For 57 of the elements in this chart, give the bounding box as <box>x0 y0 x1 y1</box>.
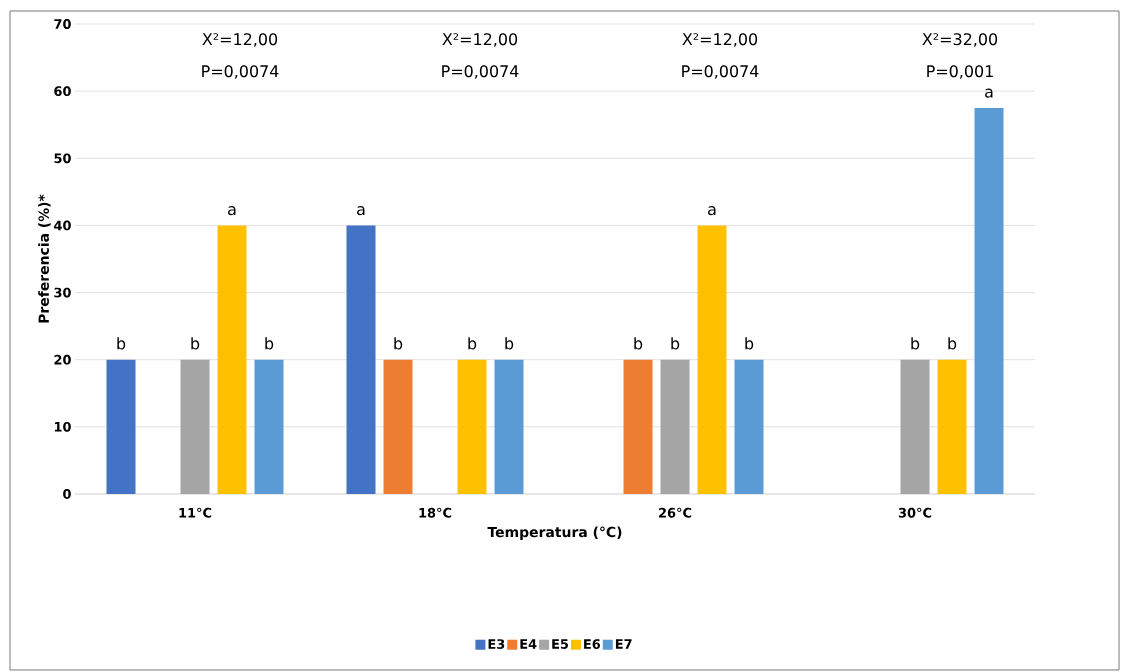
annotation: P=0,001 <box>927 65 993 79</box>
x-axis-title: Temperatura (°C) <box>487 526 622 540</box>
legend-label: E5 <box>552 639 569 649</box>
bar <box>383 359 413 494</box>
annotation: P=0,0074 <box>442 65 519 79</box>
data-label: a <box>708 206 716 216</box>
data-label: b <box>911 337 920 350</box>
annotation: X²=12,00 <box>442 33 518 47</box>
bar <box>937 359 967 494</box>
legend-label: E4 <box>520 639 537 649</box>
y-tick-label: 20 <box>54 354 71 365</box>
bar <box>734 359 764 494</box>
bar <box>623 359 653 494</box>
annotation: X²=12,00 <box>202 33 278 47</box>
data-label: b <box>948 337 957 350</box>
data-label: b <box>265 337 274 350</box>
data-label: b <box>505 337 514 350</box>
bar <box>254 359 284 494</box>
bar <box>900 359 930 494</box>
y-tick-label: 10 <box>54 421 71 432</box>
x-tick-label: 26°C <box>659 507 692 518</box>
data-label: b <box>634 337 643 350</box>
data-label: a <box>357 206 365 216</box>
annotation: P=0,0074 <box>202 65 279 79</box>
x-tick-label: 11°C <box>179 507 212 518</box>
bar <box>217 225 247 494</box>
y-tick-label: 50 <box>54 153 71 164</box>
y-tick-label: 40 <box>54 220 71 231</box>
legend-label: E3 <box>488 639 505 649</box>
bar <box>180 359 210 494</box>
bar <box>974 107 1004 494</box>
data-label: b <box>191 337 200 350</box>
annotation: X²=12,00 <box>682 33 758 47</box>
annotation: P=0,0074 <box>682 65 759 79</box>
data-label: b <box>117 337 126 350</box>
bar <box>106 359 136 494</box>
y-tick-label: 60 <box>54 86 71 97</box>
bar <box>494 359 524 494</box>
data-label: b <box>468 337 477 350</box>
y-tick-label: 0 <box>63 489 71 499</box>
y-axis-title: Preferencia (%)* <box>38 194 51 323</box>
bar <box>457 359 487 494</box>
data-label: b <box>394 337 403 350</box>
bar <box>346 225 376 494</box>
annotation: X²=32,00 <box>922 33 998 47</box>
y-tick-label: 70 <box>54 19 71 29</box>
bar <box>660 359 690 494</box>
data-label: b <box>671 337 680 350</box>
legend-label: E7 <box>615 639 632 649</box>
bar <box>697 225 727 494</box>
y-tick-label: 30 <box>54 287 71 298</box>
data-label: a <box>228 206 236 216</box>
data-label: a <box>985 88 993 98</box>
legend-label: E6 <box>584 639 601 649</box>
x-tick-label: 30°C <box>898 507 932 518</box>
data-label: b <box>745 337 754 350</box>
x-tick-label: 18°C <box>419 507 452 518</box>
